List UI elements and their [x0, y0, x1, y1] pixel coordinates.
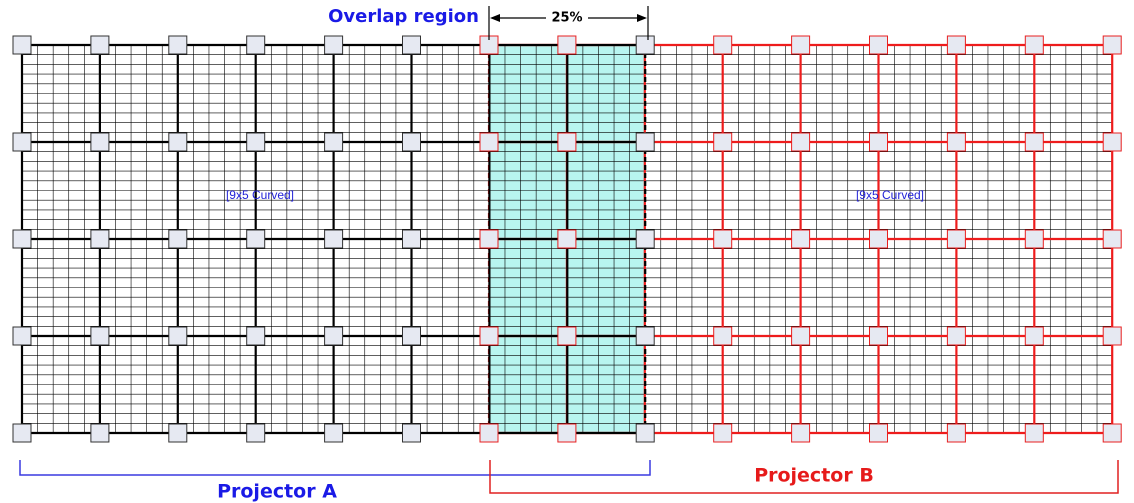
grids: [9x5 Curved] [9x5 Curved] [12, 35, 1122, 443]
arrow-head [490, 14, 500, 22]
control-point [1024, 132, 1044, 152]
control-point [479, 229, 499, 249]
percent-label: 25% [551, 11, 582, 26]
control-point [168, 423, 188, 443]
control-point [168, 326, 188, 346]
control-point [168, 35, 188, 55]
control-point [713, 35, 733, 55]
control-point [1102, 132, 1122, 152]
control-point [946, 35, 966, 55]
control-point [246, 423, 266, 443]
control-point [635, 132, 655, 152]
control-point [402, 326, 421, 346]
control-point [90, 35, 110, 55]
control-point [791, 229, 811, 249]
control-point [402, 132, 421, 152]
control-point [90, 132, 110, 152]
control-point [557, 326, 577, 346]
control-point [557, 229, 577, 249]
control-point [90, 326, 110, 346]
control-point [635, 229, 655, 249]
arrow-head [637, 14, 647, 22]
control-point [713, 229, 733, 249]
control-point [324, 326, 344, 346]
control-point [791, 423, 811, 443]
control-point [324, 423, 344, 443]
control-point [324, 229, 344, 249]
control-point [713, 326, 733, 346]
control-point [946, 132, 966, 152]
control-point [90, 423, 110, 443]
control-point [1024, 35, 1044, 55]
control-point [246, 35, 266, 55]
control-point [12, 132, 32, 152]
control-point [1024, 229, 1044, 249]
control-point [402, 35, 421, 55]
control-point [90, 229, 110, 249]
overlap-label: Overlap region [328, 6, 479, 27]
bracket-a [19, 460, 651, 476]
control-point [168, 229, 188, 249]
projector-a-label: Projector A [217, 481, 337, 503]
control-point [791, 35, 811, 55]
control-point [402, 229, 421, 249]
control-point [12, 423, 32, 443]
control-point [869, 35, 888, 55]
control-point [635, 326, 655, 346]
grid-b-label: [9x5 Curved] [856, 188, 924, 202]
control-point [869, 423, 888, 443]
control-point [12, 229, 32, 249]
projector-b-label: Projector B [754, 465, 874, 487]
control-point [402, 423, 421, 443]
control-point [869, 132, 888, 152]
control-point [869, 229, 888, 249]
control-point [713, 423, 733, 443]
control-point [246, 326, 266, 346]
control-point [479, 132, 499, 152]
control-point [12, 35, 32, 55]
control-point [791, 132, 811, 152]
control-point [635, 423, 655, 443]
control-point [479, 423, 499, 443]
control-point [168, 132, 188, 152]
label-bg [546, 10, 588, 26]
control-point [324, 132, 344, 152]
control-point [791, 326, 811, 346]
control-point [1024, 326, 1044, 346]
control-point [1102, 326, 1122, 346]
control-point [946, 423, 966, 443]
control-point [246, 132, 266, 152]
control-point [557, 132, 577, 152]
control-point [1102, 423, 1122, 443]
control-point [12, 326, 32, 346]
control-point [946, 229, 966, 249]
control-point [869, 326, 888, 346]
control-point [479, 326, 499, 346]
bracket-b [489, 460, 1119, 494]
grid-a-label: [9x5 Curved] [226, 188, 294, 202]
control-point [1024, 423, 1044, 443]
control-point [1102, 229, 1122, 249]
control-point [557, 423, 577, 443]
control-point [635, 35, 655, 55]
control-point [557, 35, 577, 55]
control-point [713, 132, 733, 152]
control-point [246, 229, 266, 249]
control-point [324, 35, 344, 55]
control-point [1102, 35, 1122, 55]
control-point [946, 326, 966, 346]
